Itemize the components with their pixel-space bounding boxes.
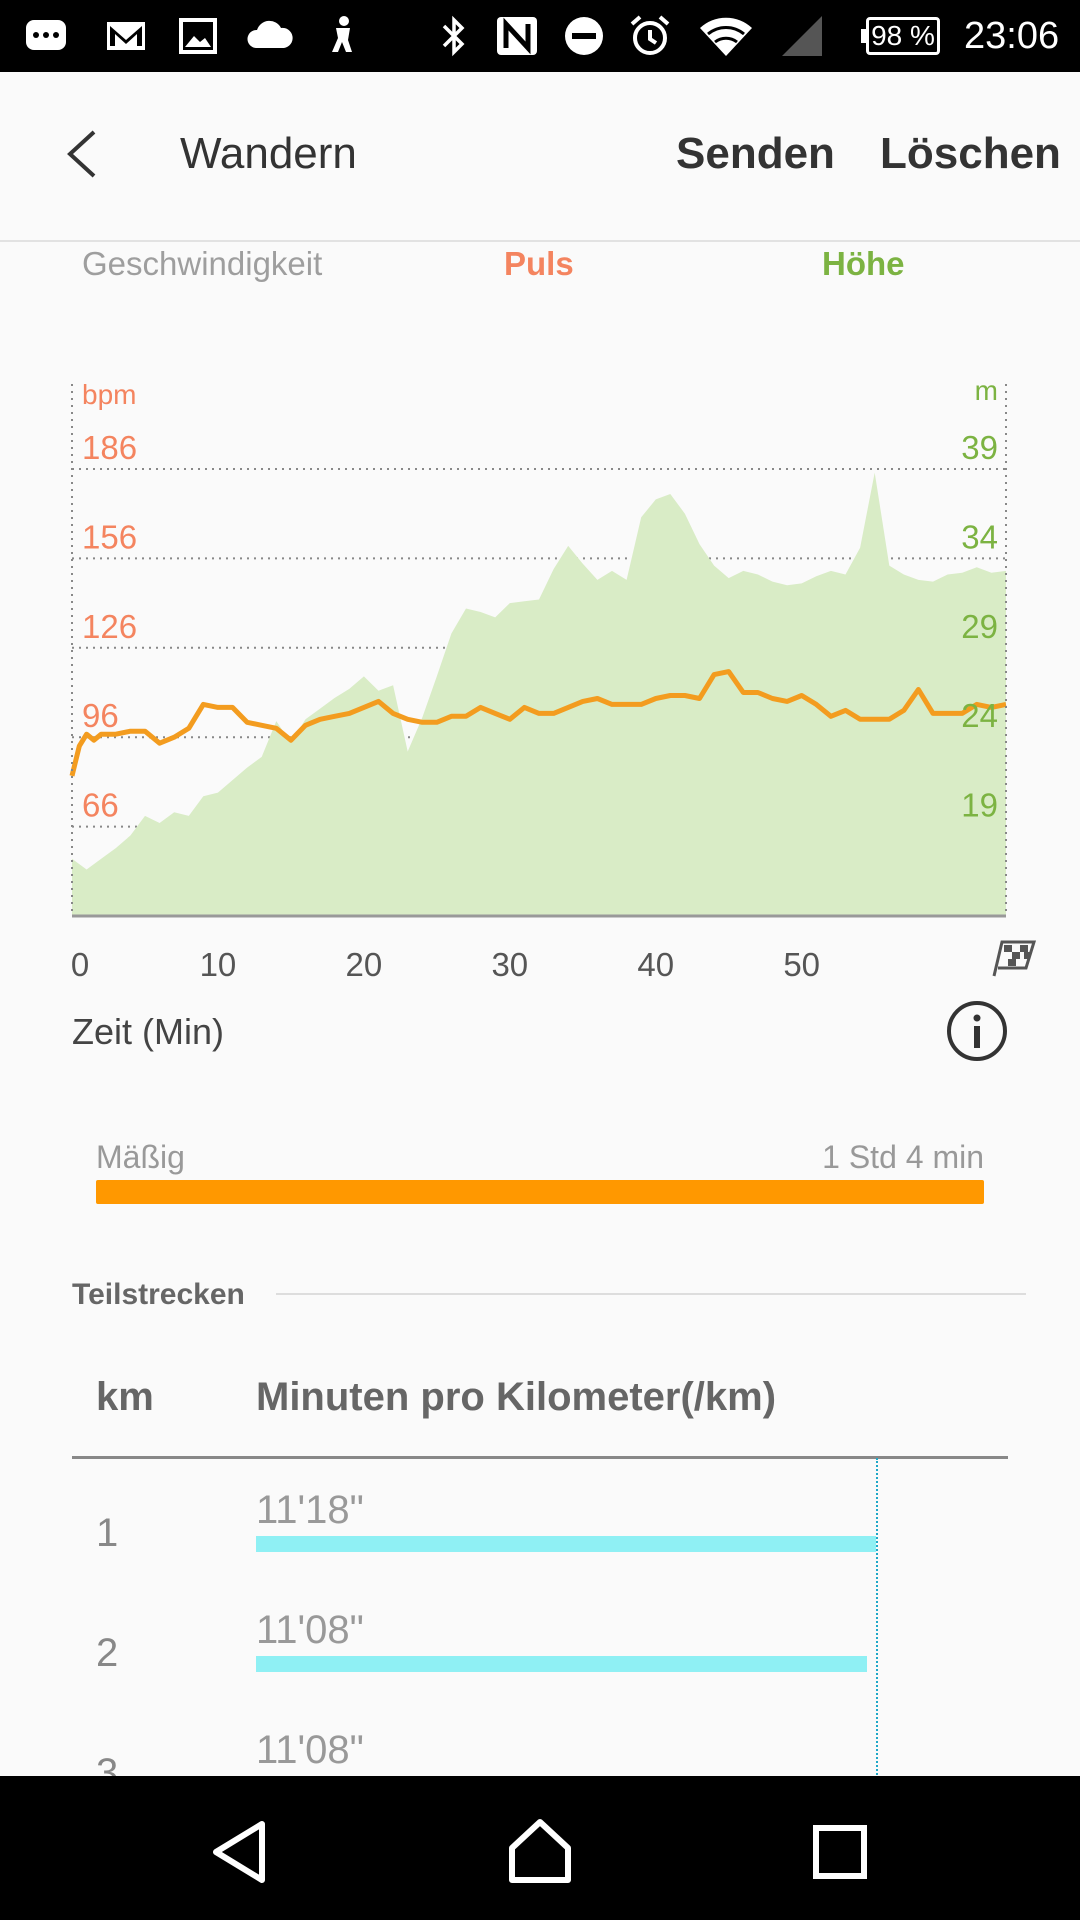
left-tick-label: 126	[82, 608, 137, 645]
x-tick-label: 10	[200, 946, 237, 983]
split-pace: 11'08"	[256, 1728, 364, 1772]
status-bar: 98 % 23:06	[0, 0, 1080, 72]
right-unit-label: m	[975, 375, 998, 406]
battery-indicator: 98 %	[861, 17, 940, 55]
tab-altitude[interactable]: Höhe	[822, 245, 905, 282]
section-divider	[276, 1293, 1026, 1295]
info-icon[interactable]	[946, 1000, 1008, 1062]
tab-speed[interactable]: Geschwindigkeit	[82, 245, 323, 282]
left-unit-label: bpm	[82, 379, 136, 410]
right-tick-label: 39	[961, 429, 998, 466]
finish-flag-icon	[992, 940, 1037, 977]
navigation-bar	[0, 1776, 1080, 1920]
x-tick-label: 50	[783, 946, 820, 983]
toolbar: Wandern Senden Löschen	[0, 72, 1080, 242]
bluetooth-icon	[442, 15, 465, 57]
split-pace: 11'08"	[256, 1608, 364, 1652]
pulse-altitude-chart: 186 156 126 96 66 39 34 29 24 19 bpm m 0 10 20 30 40 50	[69, 375, 1037, 983]
pace-column-header: Minuten pro Kilometer(/km)	[256, 1375, 777, 1419]
split-row: 2 11'08"	[0, 1600, 1080, 1720]
stay-awake-icon	[332, 16, 352, 52]
split-bar	[256, 1536, 876, 1552]
left-tick-label: 66	[82, 787, 119, 824]
left-tick-label: 96	[82, 697, 119, 734]
back-nav-icon[interactable]	[200, 1812, 280, 1892]
left-tick-label: 156	[82, 518, 137, 555]
pulse-line	[69, 669, 1007, 777]
signal-icon	[782, 16, 822, 56]
split-bar	[256, 1656, 867, 1672]
altitude-area	[72, 472, 1006, 916]
intensity-label: Mäßig	[96, 1139, 185, 1175]
x-tick-label: 0	[71, 946, 89, 983]
split-km: 2	[96, 1631, 119, 1675]
intensity-bar	[96, 1180, 984, 1204]
pace-reference-line	[876, 1458, 878, 1778]
tab-pulse[interactable]: Puls	[504, 245, 574, 282]
right-tick-label: 29	[961, 608, 998, 645]
send-button[interactable]: Senden	[676, 129, 835, 178]
cloud-icon	[247, 20, 293, 48]
right-tick-label: 34	[961, 518, 998, 555]
gmail-icon	[107, 22, 145, 50]
x-tick-label: 30	[491, 946, 528, 983]
clock: 23:06	[964, 15, 1060, 57]
km-column-header: km	[96, 1375, 154, 1419]
bbm-icon	[26, 20, 66, 50]
split-pace: 11'18"	[256, 1488, 364, 1532]
header-rule	[72, 1456, 1008, 1459]
split-km: 1	[96, 1511, 119, 1555]
do-not-disturb-icon	[565, 17, 603, 55]
back-arrow-icon[interactable]	[58, 124, 108, 184]
right-tick-label: 19	[961, 787, 998, 824]
right-tick-label: 24	[961, 697, 998, 734]
x-axis-title: Zeit (Min)	[72, 1011, 224, 1052]
alarm-icon	[630, 15, 670, 55]
nfc-icon	[497, 17, 537, 55]
home-nav-icon[interactable]	[500, 1812, 580, 1892]
left-tick-label: 186	[82, 429, 137, 466]
gallery-icon	[179, 18, 217, 54]
splits-section-title: Teilstrecken	[72, 1278, 245, 1311]
recents-nav-icon[interactable]	[800, 1812, 880, 1892]
delete-button[interactable]: Löschen	[880, 129, 1061, 178]
x-tick-label: 20	[346, 946, 383, 983]
wifi-icon	[700, 17, 752, 56]
split-row: 1 11'18"	[0, 1480, 1080, 1600]
x-tick-label: 40	[637, 946, 674, 983]
page-title: Wandern	[180, 129, 357, 178]
intensity-duration: 1 Std 4 min	[822, 1139, 984, 1175]
